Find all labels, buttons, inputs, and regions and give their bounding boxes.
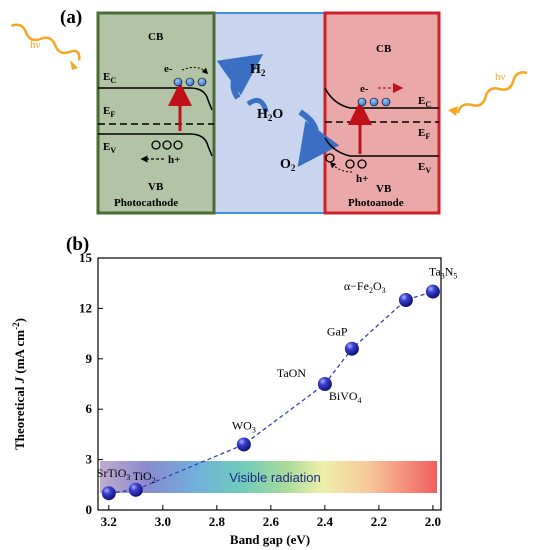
y-tick-label: 6 [86,401,93,416]
panel-a-label: (a) [60,7,82,28]
x-tick-label: 2.4 [317,514,334,529]
panel-b-label: (b) [66,234,89,255]
point-label: TiO2 [133,469,156,485]
cathode-electron-label: e- [164,63,173,75]
y-tick-label: 15 [79,250,93,265]
y-tick-label: 3 [86,452,93,467]
anode-ef: EF [418,127,430,141]
data-point [398,293,413,307]
point-label: Ta3N5 [429,265,458,281]
point-label: TaON [277,366,306,380]
point-label: BiVO4 [329,389,362,405]
anode-ev: EV [418,161,431,175]
light-left-icon [10,23,81,70]
y-axis-title: Theoretical J (mA cm-2) [11,318,27,450]
cathode-ev: EV [103,141,116,155]
photoanode-diagram: CB EC EF EV e- h+ VB Photoanode [324,43,439,209]
photocathode-diagram: CB EC EF EV e- h+ VB Photocathode [98,31,214,209]
point-label: GaP [327,325,348,339]
photocathode-box [96,11,216,215]
cathode-cb: CB [148,31,164,43]
data-point [344,341,359,356]
light-left-label: hν [30,39,41,51]
anode-cb: CB [376,43,392,55]
photoanode-box [323,11,441,215]
x-tick-label: 2.0 [425,514,441,529]
axes: 3.2 3.0 2.8 2.6 2.4 2.2 2.0 0 3 6 9 12 15 [79,250,441,529]
h2-label: H2 [250,62,266,78]
anode-vb: VB [376,183,392,195]
light-right-icon [448,71,528,116]
electrolyte-diagram: H2 H2O O2 [216,53,340,173]
o2-label: O2 [280,157,296,173]
anode-ec: EC [418,95,431,109]
data-point [317,377,332,391]
cathode-hole-label: h+ [168,154,180,166]
anode-hole-label: h+ [356,173,368,185]
cathode-ec: EC [103,71,116,85]
x-tick-label: 2.2 [371,514,387,529]
cathode-vb: VB [148,181,164,193]
anode-electron-label: e- [360,83,369,95]
cathode-ef: EF [103,105,115,119]
point-label: SrTiO3 [97,466,131,482]
data-point [128,482,143,497]
photocathode-name: Photocathode [114,197,178,209]
plot-frame [97,257,442,511]
data-point [101,486,116,501]
x-tick-label: 3.2 [101,514,117,529]
h2-arrow [216,53,264,100]
light-right-label: hν [495,71,506,83]
h2o-label: H2O [257,107,283,123]
anode-vb-edge [324,137,439,157]
y-tick-label: 9 [86,351,93,366]
photoanode-name: Photoanode [348,197,404,209]
o2-arrow [297,109,340,167]
point-label: WO3 [232,418,256,434]
visible-spectrum-bar [100,461,437,493]
y-tick-label: 0 [86,502,93,517]
data-point [425,284,440,299]
visible-radiation-label: Visible radiation [229,470,321,485]
x-tick-label: 2.6 [263,514,280,529]
series: SrTiO3 TiO2 WO3 TaON BiVO4 GaP α−Fe2O3 Ta3N5 [97,265,458,501]
x-tick-label: 3.0 [155,514,171,529]
cathode-vb-edge [98,133,213,157]
point-label: α−Fe2O3 [344,279,386,295]
x-axis-title: Band gap (eV) [230,532,310,547]
h2o-link [246,97,269,113]
x-tick-label: 2.8 [209,514,226,529]
y-tick-label: 12 [79,300,92,315]
data-point [236,437,251,452]
